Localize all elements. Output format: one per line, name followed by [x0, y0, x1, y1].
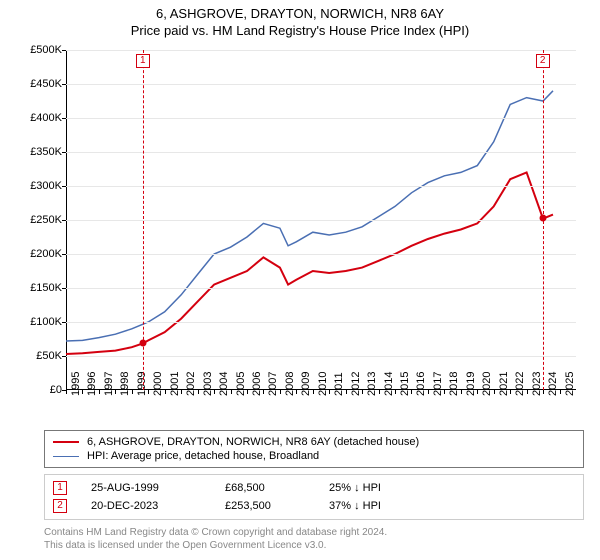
y-axis-label: £250K: [30, 214, 62, 226]
x-tick: [395, 390, 396, 394]
x-tick: [477, 390, 478, 394]
marker-cell-box: 2: [53, 499, 67, 513]
chart-legend: 6, ASHGROVE, DRAYTON, NORWICH, NR8 6AY (…: [44, 430, 584, 468]
marker-cell-date: 20-DEC-2023: [91, 500, 201, 512]
x-tick: [181, 390, 182, 394]
legend-swatch: [53, 456, 79, 457]
y-axis-label: £50K: [36, 350, 62, 362]
x-tick: [132, 390, 133, 394]
x-tick: [296, 390, 297, 394]
marker-box-1: 1: [136, 54, 150, 68]
x-tick: [411, 390, 412, 394]
x-axis-label: 2025: [564, 372, 594, 396]
marker-row-1: 1 25-AUG-1999 £68,500 25% ↓ HPI: [53, 479, 575, 497]
y-tick: [62, 50, 66, 51]
y-tick: [62, 84, 66, 85]
legend-label: HPI: Average price, detached house, Broa…: [87, 450, 319, 462]
y-tick: [62, 322, 66, 323]
x-tick: [66, 390, 67, 394]
x-tick: [231, 390, 232, 394]
marker-cell-box: 1: [53, 481, 67, 495]
y-axis-label: £150K: [30, 282, 62, 294]
y-axis-label: £200K: [30, 248, 62, 260]
x-tick: [494, 390, 495, 394]
x-tick: [198, 390, 199, 394]
y-axis-label: £500K: [30, 44, 62, 56]
chart-title-main: 6, ASHGROVE, DRAYTON, NORWICH, NR8 6AY: [10, 6, 590, 21]
chart-title-block: 6, ASHGROVE, DRAYTON, NORWICH, NR8 6AY P…: [10, 6, 590, 38]
legend-row: 6, ASHGROVE, DRAYTON, NORWICH, NR8 6AY (…: [53, 435, 575, 449]
x-tick: [527, 390, 528, 394]
x-tick: [329, 390, 330, 394]
chart-container: { "title": { "line1": "6, ASHGROVE, DRAY…: [0, 0, 600, 560]
chart-title-sub: Price paid vs. HM Land Registry's House …: [10, 23, 590, 38]
marker-dot-1: [139, 340, 146, 347]
marker-dot-2: [539, 214, 546, 221]
x-tick: [247, 390, 248, 394]
x-tick: [82, 390, 83, 394]
y-tick: [62, 186, 66, 187]
series-hpi: [66, 91, 553, 341]
marker-cell-price: £68,500: [225, 482, 305, 494]
x-tick: [313, 390, 314, 394]
x-tick: [543, 390, 544, 394]
marker-cell-date: 25-AUG-1999: [91, 482, 201, 494]
y-axis-label: £350K: [30, 146, 62, 158]
x-tick: [263, 390, 264, 394]
legend-swatch: [53, 441, 79, 443]
series-property: [66, 172, 553, 354]
y-axis-label: £300K: [30, 180, 62, 192]
legend-label: 6, ASHGROVE, DRAYTON, NORWICH, NR8 6AY (…: [87, 436, 419, 448]
y-axis-label: £450K: [30, 78, 62, 90]
y-axis-label: £100K: [30, 316, 62, 328]
footer-line1: Contains HM Land Registry data © Crown c…: [44, 526, 584, 539]
y-tick: [62, 152, 66, 153]
y-tick: [62, 288, 66, 289]
x-tick: [99, 390, 100, 394]
marker-cell-price: £253,500: [225, 500, 305, 512]
legend-row: HPI: Average price, detached house, Broa…: [53, 449, 575, 463]
x-tick: [428, 390, 429, 394]
y-axis-label: £0: [50, 384, 62, 396]
x-tick: [379, 390, 380, 394]
x-tick: [280, 390, 281, 394]
marker-cell-diff: 25% ↓ HPI: [329, 482, 419, 494]
x-tick: [560, 390, 561, 394]
x-tick: [214, 390, 215, 394]
x-tick: [148, 390, 149, 394]
x-tick: [510, 390, 511, 394]
footer-line2: This data is licensed under the Open Gov…: [44, 539, 584, 552]
marker-box-2: 2: [536, 54, 550, 68]
chart-footer: Contains HM Land Registry data © Crown c…: [44, 526, 584, 552]
marker-cell-diff: 37% ↓ HPI: [329, 500, 419, 512]
x-tick: [461, 390, 462, 394]
chart-area: £0 £50K £100K £150K £200K £250K £300K £350K £400…: [16, 46, 578, 424]
y-tick: [62, 118, 66, 119]
y-tick: [62, 254, 66, 255]
x-tick: [444, 390, 445, 394]
x-tick: [346, 390, 347, 394]
y-tick: [62, 220, 66, 221]
x-tick: [165, 390, 166, 394]
x-tick: [115, 390, 116, 394]
marker-table: 1 25-AUG-1999 £68,500 25% ↓ HPI 2 20-DEC-2023…: [44, 474, 584, 520]
y-tick: [62, 356, 66, 357]
marker-row-2: 2 20-DEC-2023 £253,500 37% ↓ HPI: [53, 497, 575, 515]
y-axis-label: £400K: [30, 112, 62, 124]
x-tick: [362, 390, 363, 394]
